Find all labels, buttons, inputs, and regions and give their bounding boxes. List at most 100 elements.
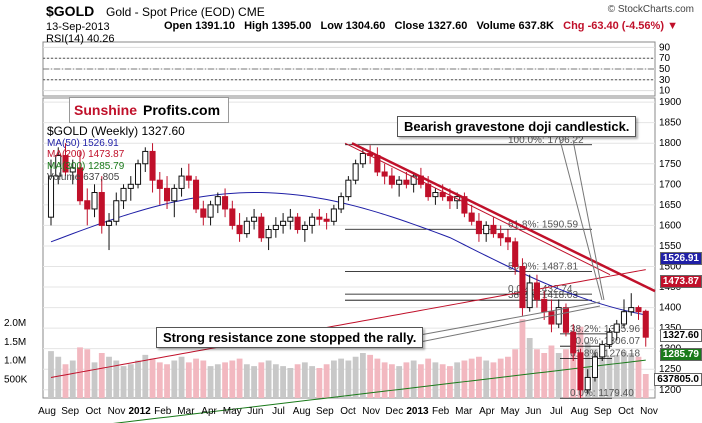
price-tick-label: 1750: [659, 159, 682, 170]
x-tick-label: 2012: [128, 406, 151, 417]
candle-body: [519, 265, 526, 309]
candle-body: [497, 233, 504, 239]
x-tick-label: Feb: [432, 406, 450, 417]
candle-body: [483, 224, 490, 235]
candle-body: [620, 311, 628, 325]
candle-body: [301, 224, 308, 231]
volume-bar: [265, 360, 272, 398]
change-value: Chg -63.40 (-4.56%): [563, 20, 664, 32]
high-value: High 1395.00: [244, 20, 312, 32]
volume-bar: [418, 364, 424, 398]
volume-bar: [294, 364, 301, 398]
resistance-callout: Strong resistance zone stopped the rally…: [156, 327, 424, 348]
candle-body: [439, 192, 446, 198]
x-tick-label: Jul: [272, 406, 285, 417]
volume-bar: [410, 360, 417, 398]
x-tick-label: Mar: [177, 406, 195, 417]
price-tick-label: 1650: [659, 200, 682, 211]
volume-bar: [534, 349, 540, 398]
doji-callout: Bearish gravestone doji candlestick.: [397, 116, 637, 137]
candle-body: [84, 200, 91, 210]
candle-body: [76, 167, 84, 202]
x-tick-label: Jun: [525, 406, 541, 417]
volume-bar: [388, 364, 395, 398]
candle-body: [432, 192, 439, 198]
candle-body: [120, 187, 127, 202]
candle-body: [309, 216, 316, 226]
copyright: © StockCharts.com: [607, 4, 694, 15]
rsi-tick-label: 50: [659, 64, 671, 75]
candle-body: [403, 179, 410, 185]
candle-body: [55, 155, 62, 177]
candle-body: [280, 220, 287, 226]
volume-tick-label: 1.0M: [4, 356, 26, 367]
volume-bar: [222, 362, 228, 398]
volume-bar: [69, 360, 76, 398]
volume-bar: [84, 349, 91, 398]
x-tick-label: Aug: [38, 406, 56, 417]
price-tick-label: 1900: [659, 97, 682, 108]
volume-bar: [468, 358, 475, 398]
candle-body: [577, 352, 584, 391]
x-tick-label: Nov: [640, 406, 658, 417]
x-tick-label: Apr: [201, 406, 217, 417]
volume-bar: [164, 364, 170, 398]
volume-bar: [526, 338, 533, 398]
volume-bar: [48, 351, 54, 398]
volume-bar: [490, 362, 497, 398]
candle-body: [236, 224, 243, 235]
price-tick-label: 1600: [659, 220, 682, 231]
volume-bar: [135, 360, 141, 398]
candle-body: [490, 224, 497, 235]
tag-ma50: 1526.91: [659, 252, 702, 265]
volume-bar: [120, 366, 127, 398]
price-tick-label: 1550: [659, 241, 682, 252]
candle-body: [113, 200, 120, 222]
rsi-label: RSI(14) 40.26: [46, 33, 115, 45]
x-tick-label: Jun: [247, 406, 263, 417]
volume-bar: [316, 368, 323, 398]
chart-header: $GOLD Gold - Spot Price (EOD) CME 13-Sep…: [0, 0, 702, 42]
volume-bar: [642, 374, 649, 398]
volume-bar: [374, 358, 381, 398]
price-tick-label: 1200: [659, 385, 682, 396]
volume-bar: [91, 362, 98, 398]
legend-ma50: MA(50) 1526.91: [47, 137, 119, 149]
x-tick-label: Aug: [293, 406, 311, 417]
brand-logo: Sunshine Profits.com: [69, 97, 229, 123]
candle-body: [446, 196, 453, 202]
volume-bar: [555, 353, 562, 398]
volume-bar: [207, 366, 214, 398]
candle-body: [272, 224, 279, 231]
volume-bar: [229, 360, 236, 398]
volume-bar: [214, 364, 221, 398]
x-tick-label: Oct: [618, 406, 634, 417]
x-tick-label: 2013: [406, 406, 429, 417]
volume-bar: [454, 362, 461, 398]
volume-bar: [338, 358, 345, 398]
candle-body: [265, 229, 272, 239]
volume-bar: [563, 349, 569, 398]
resistance-pointer: [419, 301, 601, 336]
candle-body: [287, 216, 294, 222]
ma300-line: [112, 359, 646, 423]
x-tick-label: Nov: [108, 406, 126, 417]
volume-bar: [613, 354, 620, 398]
x-tick-label: Apr: [479, 406, 495, 417]
volume-bar: [171, 360, 178, 398]
price-tick-label: 1850: [659, 118, 682, 129]
volume-bar: [149, 358, 156, 398]
x-tick-label: May: [501, 406, 520, 417]
volume-bar: [62, 364, 69, 398]
volume-bar: [432, 362, 439, 398]
x-tick-label: Sep: [594, 406, 612, 417]
candle-body: [105, 220, 113, 226]
volume-bar: [599, 353, 606, 398]
candle-body: [584, 376, 591, 391]
fib-label: 38.2%: 1335.96: [570, 324, 640, 335]
volume-bar: [512, 349, 519, 398]
price-tick-label: 1400: [659, 303, 682, 314]
volume-bar: [200, 360, 207, 398]
volume-bar: [497, 358, 504, 398]
